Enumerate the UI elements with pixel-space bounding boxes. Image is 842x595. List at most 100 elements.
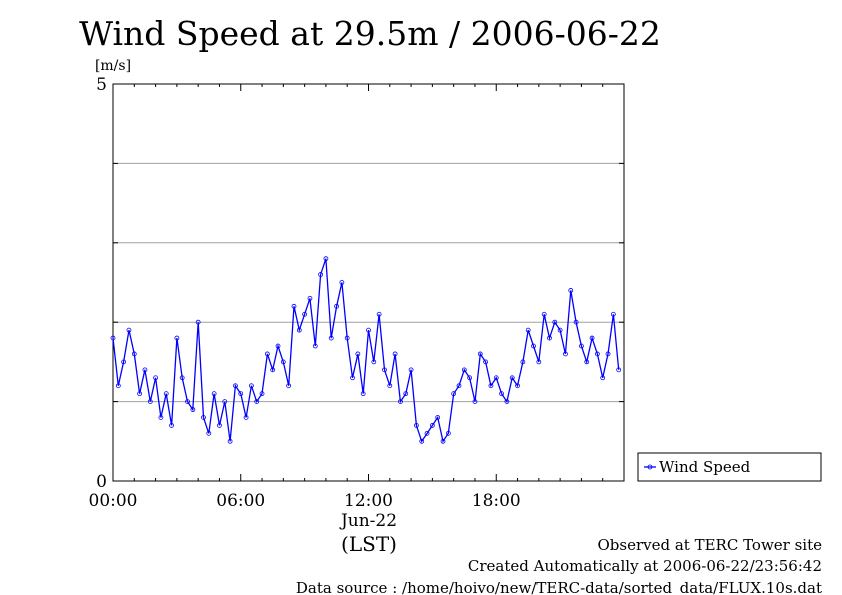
data-point-66 — [461, 367, 467, 373]
footer-source-line: Data source : /home/hoivo/new/TERC-data/… — [296, 579, 822, 595]
data-point-67 — [467, 375, 473, 381]
data-point-86 — [568, 288, 574, 293]
legend-label-wind-speed: Wind Speed — [659, 458, 751, 476]
data-point-43 — [339, 280, 345, 285]
data-point-84 — [557, 327, 563, 333]
y-axis-ticks: 05 — [96, 75, 624, 492]
y-tick-label-0: 0 — [96, 472, 107, 492]
data-point-73 — [499, 391, 504, 397]
data-point-63 — [445, 430, 451, 436]
data-point-17 — [201, 415, 206, 420]
data-point-42 — [334, 303, 339, 309]
data-point-93 — [605, 351, 611, 357]
data-point-69 — [477, 351, 483, 357]
data-point-51 — [382, 367, 387, 373]
data-point-47 — [360, 391, 366, 397]
data-point-10 — [163, 391, 169, 397]
data-point-38 — [312, 343, 318, 349]
data-point-88 — [579, 343, 584, 349]
footer-site-line: Observed at TERC Tower site — [597, 536, 822, 554]
wind-speed-points — [110, 256, 622, 444]
data-point-27 — [254, 399, 260, 405]
data-point-3 — [126, 327, 132, 333]
data-point-53 — [392, 351, 398, 357]
data-point-83 — [552, 319, 558, 325]
data-point-14 — [185, 399, 190, 405]
data-point-0 — [110, 335, 116, 341]
x-tick-label-0: 00:00 — [89, 491, 138, 511]
data-point-77 — [520, 359, 526, 365]
data-point-6 — [142, 367, 148, 373]
data-point-15 — [190, 407, 196, 412]
data-point-64 — [451, 391, 457, 397]
data-point-92 — [600, 375, 606, 381]
data-point-55 — [403, 391, 409, 397]
data-point-95 — [616, 367, 622, 373]
data-point-24 — [238, 391, 244, 397]
data-point-8 — [153, 375, 158, 381]
data-point-62 — [440, 438, 446, 444]
data-point-61 — [435, 415, 441, 420]
data-point-23 — [233, 383, 238, 389]
data-point-48 — [366, 327, 371, 333]
data-point-50 — [376, 311, 382, 317]
data-point-19 — [211, 391, 217, 397]
x-tick-label-1: 06:00 — [216, 491, 265, 511]
x-tick-label-2: 12:00 — [344, 491, 393, 511]
data-point-31 — [275, 343, 281, 349]
y-tick-label-1: 5 — [96, 75, 107, 95]
data-point-90 — [589, 335, 595, 341]
data-point-74 — [504, 399, 510, 405]
data-point-9 — [158, 415, 164, 420]
legend: Wind Speed — [637, 452, 822, 482]
data-point-46 — [355, 351, 361, 357]
data-point-79 — [531, 343, 536, 349]
data-point-7 — [147, 399, 153, 405]
x-axis-title: (LST) — [341, 532, 397, 556]
data-point-65 — [456, 383, 462, 389]
data-point-13 — [179, 375, 185, 381]
data-point-4 — [131, 351, 137, 357]
data-point-71 — [488, 383, 494, 389]
data-point-40 — [323, 256, 329, 262]
data-point-25 — [243, 415, 249, 420]
wind-speed-line — [112, 258, 620, 443]
data-point-45 — [350, 375, 355, 381]
legend-box — [637, 452, 822, 482]
plot-frame — [112, 83, 625, 482]
data-point-87 — [573, 319, 579, 325]
gridlines — [113, 162, 624, 403]
data-point-29 — [264, 351, 270, 357]
data-point-33 — [286, 383, 292, 389]
data-point-37 — [307, 295, 313, 301]
data-point-91 — [594, 351, 600, 357]
data-point-22 — [227, 438, 233, 444]
data-point-5 — [137, 391, 143, 397]
data-point-81 — [541, 311, 547, 317]
data-point-89 — [584, 359, 590, 365]
data-point-54 — [398, 399, 403, 405]
data-point-21 — [222, 399, 228, 405]
data-point-30 — [270, 367, 276, 373]
series-wind-speed — [110, 256, 622, 444]
data-point-57 — [414, 423, 419, 428]
y-axis-unit-label: [m/s] — [95, 58, 131, 74]
data-point-35 — [296, 327, 302, 333]
data-point-12 — [174, 335, 180, 341]
x-axis-ticks: 00:00 06:00 12:00 18:00 — [89, 84, 625, 511]
data-point-44 — [344, 335, 350, 341]
data-point-72 — [493, 375, 499, 381]
data-point-34 — [291, 303, 297, 309]
data-point-52 — [387, 383, 393, 389]
x-tick-label-3: 18:00 — [472, 491, 521, 511]
data-point-58 — [419, 438, 425, 444]
data-point-2 — [121, 359, 127, 365]
chart-title: Wind Speed at 29.5m / 2006-06-22 — [79, 14, 661, 53]
data-point-20 — [217, 423, 222, 428]
data-point-78 — [525, 327, 531, 333]
data-point-36 — [302, 311, 308, 317]
data-point-11 — [169, 423, 174, 428]
data-point-75 — [509, 375, 515, 381]
data-point-85 — [563, 351, 568, 357]
